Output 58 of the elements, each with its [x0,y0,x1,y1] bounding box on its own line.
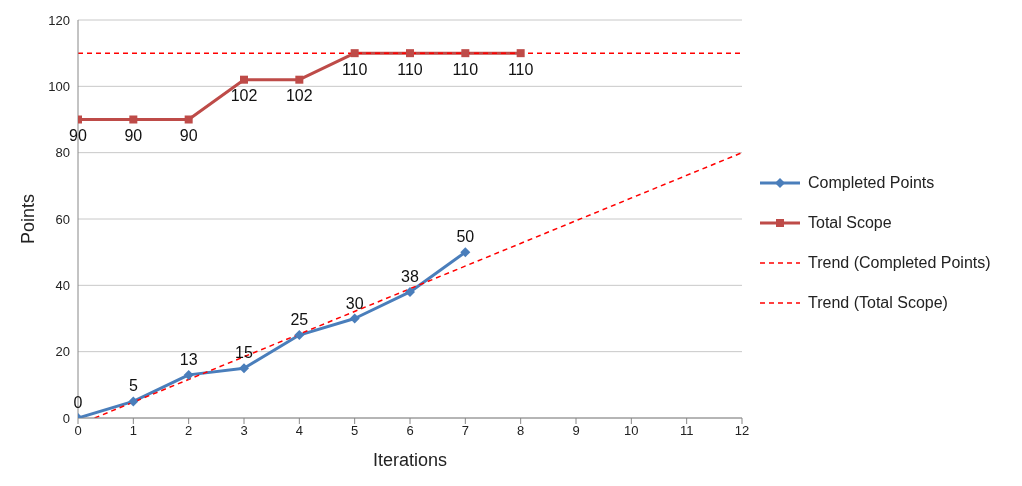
data-label: 110 [397,60,423,78]
point [405,286,415,297]
y-tick-label: 100 [48,78,70,94]
x-tick-label: 6 [406,423,414,439]
point [184,115,193,124]
point [461,49,470,58]
legend-label: Completed Points [808,174,935,192]
point [295,75,304,84]
x-axis-title: Iterations [372,450,448,470]
point [128,396,139,407]
point [129,115,138,124]
x-tick-label: 1 [129,423,137,439]
data-label: 50 [456,228,475,246]
x-tick-label: 8 [517,423,525,439]
y-axis-title: Points [18,193,39,245]
point [460,247,471,258]
y-tick-label: 0 [62,410,70,426]
legend-label: Total Scope [808,214,892,232]
y-tick-label: 120 [48,12,70,28]
point [349,313,360,324]
x-tick-label: 7 [461,423,469,439]
data-label: 13 [179,350,198,368]
x-tick-label: 3 [240,423,248,439]
point [239,363,249,374]
point [183,369,194,380]
legend-label: Trend (Completed Points) [808,254,991,272]
data-label: 25 [290,311,309,329]
x-tick-label: 9 [572,423,580,439]
x-tick-label: 2 [185,423,193,439]
data-label: 30 [345,294,364,312]
data-label: 0 [73,394,83,411]
point [516,49,525,58]
x-tick-label: 11 [679,423,694,439]
data-label: 110 [452,60,479,78]
data-label: 90 [69,126,87,144]
y-tick-label: 80 [55,145,70,161]
data-label: 5 [128,377,138,395]
x-tick-label: 5 [351,423,359,439]
y-tick-label: 60 [55,211,70,227]
x-tick-label: 4 [295,423,303,439]
y-tick-label: 20 [55,344,70,360]
x-tick-label: 12 [734,423,750,439]
data-label: 90 [124,126,143,144]
data-label: 110 [507,60,534,78]
legend-label: Trend (Total Scope) [808,294,948,312]
x-tick-label: 10 [624,423,639,439]
point [240,75,248,84]
data-label: 102 [230,87,258,105]
data-label: 110 [341,60,368,78]
point [406,49,414,58]
data-label: 38 [401,267,419,285]
data-label: 15 [235,344,253,362]
point [350,49,359,58]
x-tick-label: 0 [74,423,82,439]
data-label: 102 [285,87,313,105]
y-tick-label: 40 [55,277,70,293]
data-label: 90 [179,126,198,144]
point [294,330,305,341]
